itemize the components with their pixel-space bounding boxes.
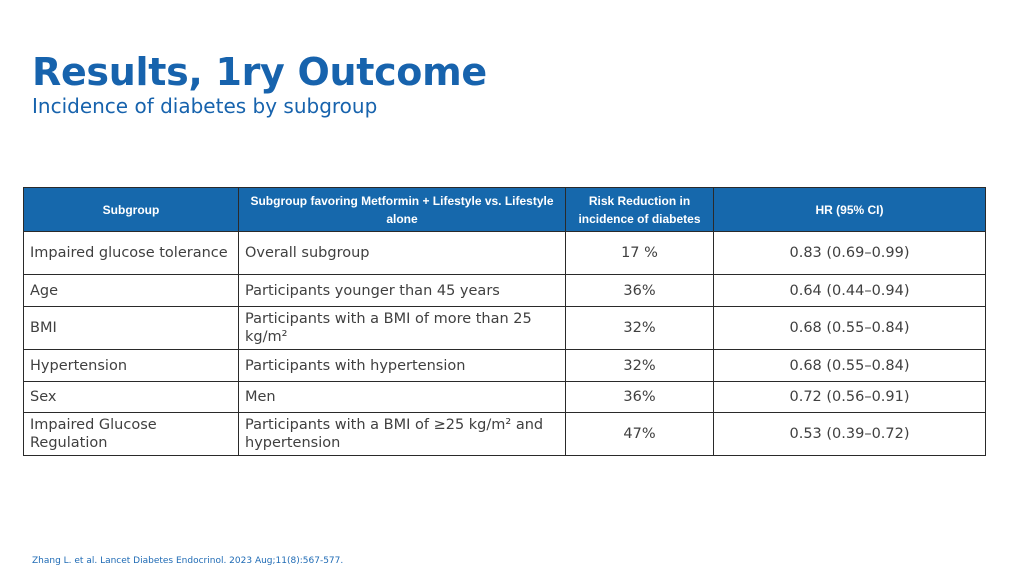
table-row: Sex Men 36% 0.72 (0.56–0.91) xyxy=(23,381,986,413)
cell-favoring: Overall subgroup xyxy=(238,231,566,275)
header-favoring: Subgroup favoring Metformin + Lifestyle … xyxy=(238,187,566,232)
cell-risk-reduction: 36% xyxy=(565,274,714,307)
cell-favoring: Participants with a BMI of more than 25 … xyxy=(238,306,566,350)
cell-risk-reduction: 17 % xyxy=(565,231,714,275)
cell-risk-reduction: 32% xyxy=(565,306,714,350)
results-table: Subgroup Subgroup favoring Metformin + L… xyxy=(23,187,986,456)
cell-hr: 0.68 (0.55–0.84) xyxy=(713,349,986,382)
header-risk-reduction: Risk Reduction in incidence of diabetes xyxy=(565,187,714,232)
header-hr: HR (95% CI) xyxy=(713,187,986,232)
cell-subgroup: BMI xyxy=(23,306,239,350)
cell-subgroup: Sex xyxy=(23,381,239,413)
table-row: Impaired glucose tolerance Overall subgr… xyxy=(23,231,986,275)
cell-subgroup: Age xyxy=(23,274,239,307)
cell-hr: 0.72 (0.56–0.91) xyxy=(713,381,986,413)
table-row: BMI Participants with a BMI of more than… xyxy=(23,306,986,350)
cell-favoring: Participants with hypertension xyxy=(238,349,566,382)
slide-title: Results, 1ry Outcome xyxy=(32,50,487,94)
cell-hr: 0.53 (0.39–0.72) xyxy=(713,412,986,456)
cell-favoring: Participants younger than 45 years xyxy=(238,274,566,307)
table-row: Impaired Glucose Regulation Participants… xyxy=(23,412,986,456)
cell-subgroup: Hypertension xyxy=(23,349,239,382)
cell-risk-reduction: 32% xyxy=(565,349,714,382)
cell-risk-reduction: 36% xyxy=(565,381,714,413)
citation-footnote: Zhang L. et al. Lancet Diabetes Endocrin… xyxy=(32,556,344,566)
cell-risk-reduction: 47% xyxy=(565,412,714,456)
cell-subgroup: Impaired glucose tolerance xyxy=(23,231,239,275)
slide-subtitle: Incidence of diabetes by subgroup xyxy=(32,94,378,118)
header-subgroup: Subgroup xyxy=(23,187,239,232)
cell-favoring: Participants with a BMI of ≥25 kg/m² and… xyxy=(238,412,566,456)
table-row: Age Participants younger than 45 years 3… xyxy=(23,274,986,307)
cell-subgroup: Impaired Glucose Regulation xyxy=(23,412,239,456)
table-header-row: Subgroup Subgroup favoring Metformin + L… xyxy=(23,187,986,232)
cell-hr: 0.83 (0.69–0.99) xyxy=(713,231,986,275)
cell-hr: 0.64 (0.44–0.94) xyxy=(713,274,986,307)
table-row: Hypertension Participants with hypertens… xyxy=(23,349,986,382)
cell-favoring: Men xyxy=(238,381,566,413)
cell-hr: 0.68 (0.55–0.84) xyxy=(713,306,986,350)
